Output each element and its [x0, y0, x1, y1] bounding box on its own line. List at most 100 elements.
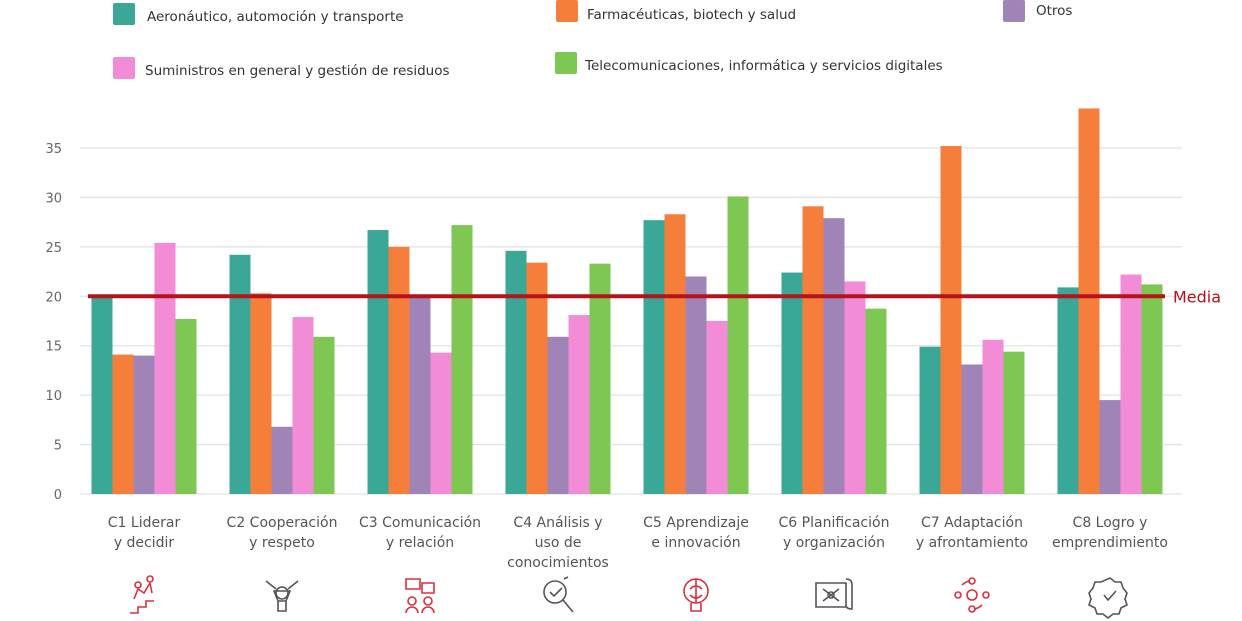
x-tick-label: y decidir: [114, 535, 175, 551]
bar-4-series-3: [547, 336, 569, 494]
magnifier-analysis-icon: [543, 576, 574, 613]
x-tick-label: C2 Cooperación: [227, 515, 338, 531]
x-tick-label: y respeto: [249, 535, 315, 551]
icon-stroke: [407, 596, 417, 606]
bar-3-series-1: [367, 230, 389, 494]
icon-stroke: [134, 581, 142, 589]
icon-stroke: [130, 582, 154, 614]
icon-stroke: [954, 591, 962, 599]
x-tick-label: e innovación: [651, 535, 740, 551]
bar-5-series-3: [685, 276, 707, 494]
icon-stroke: [405, 606, 435, 614]
y-tick-label: 10: [45, 389, 62, 404]
bar-6-series-4: [844, 281, 866, 494]
x-tick-label: C7 Adaptación: [921, 515, 1023, 531]
bar-7-series-2: [940, 146, 962, 494]
icon-stroke: [982, 591, 990, 599]
legend-label: Suministros en general y gestión de resi…: [145, 63, 450, 79]
x-tick-label: conocimientos: [507, 555, 609, 571]
bar-5-series-2: [664, 214, 686, 494]
legend-label: Telecomunicaciones, informática y servic…: [584, 58, 943, 74]
legend-swatch: [556, 0, 578, 22]
bar-5-series-5: [727, 196, 749, 494]
icon-stroke: [265, 580, 299, 612]
bar-5-series-4: [706, 321, 728, 494]
y-tick-label: 20: [45, 290, 62, 305]
bar-3-series-2: [388, 246, 410, 494]
bar-4-series-1: [505, 250, 527, 494]
x-tick-label: C3 Comunicación: [359, 515, 481, 531]
legend-swatch: [555, 52, 577, 74]
icon-stroke: [961, 580, 983, 610]
icon-stroke: [543, 580, 567, 604]
bar-1-series-5: [175, 319, 197, 494]
x-tick-label: C6 Planificación: [779, 515, 890, 531]
climbing-team-icon: [130, 575, 154, 614]
icon-stroke: [549, 576, 574, 613]
x-tick-label: uso de: [535, 535, 582, 551]
icon-stroke: [689, 579, 703, 612]
y-tick-label: 5: [54, 439, 62, 454]
x-tick-label: y organización: [783, 535, 885, 551]
planning-board-icon: [815, 578, 853, 610]
x-tick-label: y relación: [386, 535, 454, 551]
legend-label: Farmacéuticas, biotech y salud: [587, 7, 796, 23]
bar-8-series-4: [1120, 274, 1142, 494]
icon-stroke: [146, 575, 154, 583]
bar-7-series-1: [919, 346, 941, 494]
bar-4-series-5: [589, 263, 611, 494]
bar-8-series-1: [1057, 287, 1079, 494]
x-tick-label: y afrontamiento: [916, 535, 1028, 551]
bar-1-series-4: [154, 242, 176, 494]
x-tick-label: C8 Logro y: [1073, 515, 1148, 531]
bar-1-series-3: [133, 355, 155, 494]
bar-8-series-2: [1078, 108, 1100, 494]
cooperation-hands-icon: [265, 580, 299, 612]
legend-swatch: [113, 57, 135, 79]
lightbulb-brain-icon: [683, 578, 709, 612]
bar-3-series-5: [451, 225, 473, 494]
bar-1-series-1: [91, 296, 113, 494]
y-tick-label: 0: [54, 488, 62, 503]
icon-stroke: [423, 596, 433, 606]
communication-people-icon: [405, 578, 435, 614]
icon-stroke: [1088, 577, 1128, 620]
bar-6-series-2: [802, 206, 824, 494]
bar-2-series-1: [229, 254, 251, 494]
bar-2-series-4: [292, 317, 314, 494]
bar-6-series-3: [823, 218, 845, 494]
bar-7-series-3: [961, 364, 983, 494]
bar-7-series-4: [982, 339, 1004, 494]
legend-swatch: [1003, 0, 1025, 22]
y-tick-label: 25: [45, 241, 62, 256]
icon-stroke: [405, 578, 435, 594]
bar-7-series-5: [1003, 351, 1025, 494]
bar-1-series-2: [112, 354, 134, 494]
bar-3-series-4: [430, 352, 452, 494]
bar-4-series-2: [526, 262, 548, 494]
y-tick-label: 30: [45, 191, 62, 206]
adaptation-cycle-icon: [954, 577, 990, 613]
icon-stroke: [815, 578, 853, 610]
achievement-badge-icon: [1088, 577, 1128, 620]
legend-label: Aeronáutico, automoción y transporte: [147, 9, 404, 25]
bar-4-series-4: [568, 315, 590, 494]
bar-8-series-3: [1099, 400, 1121, 494]
bar-6-series-1: [781, 272, 803, 494]
y-tick-label: 35: [45, 142, 62, 157]
x-tick-label: C4 Análisis y: [513, 515, 602, 531]
x-tick-label: C1 Liderar: [108, 515, 181, 531]
bar-6-series-5: [865, 308, 887, 494]
icon-stroke: [822, 588, 840, 602]
bar-3-series-3: [409, 296, 431, 494]
x-tick-label: C5 Aprendizaje: [643, 515, 749, 531]
bar-2-series-3: [271, 426, 293, 494]
icon-stroke: [275, 586, 289, 600]
x-tick-label: emprendimiento: [1052, 535, 1168, 551]
bar-2-series-5: [313, 336, 335, 494]
bar-2-series-2: [250, 293, 272, 494]
icon-stroke: [827, 591, 835, 599]
legend-swatch: [113, 3, 135, 25]
bar-8-series-5: [1141, 284, 1163, 494]
